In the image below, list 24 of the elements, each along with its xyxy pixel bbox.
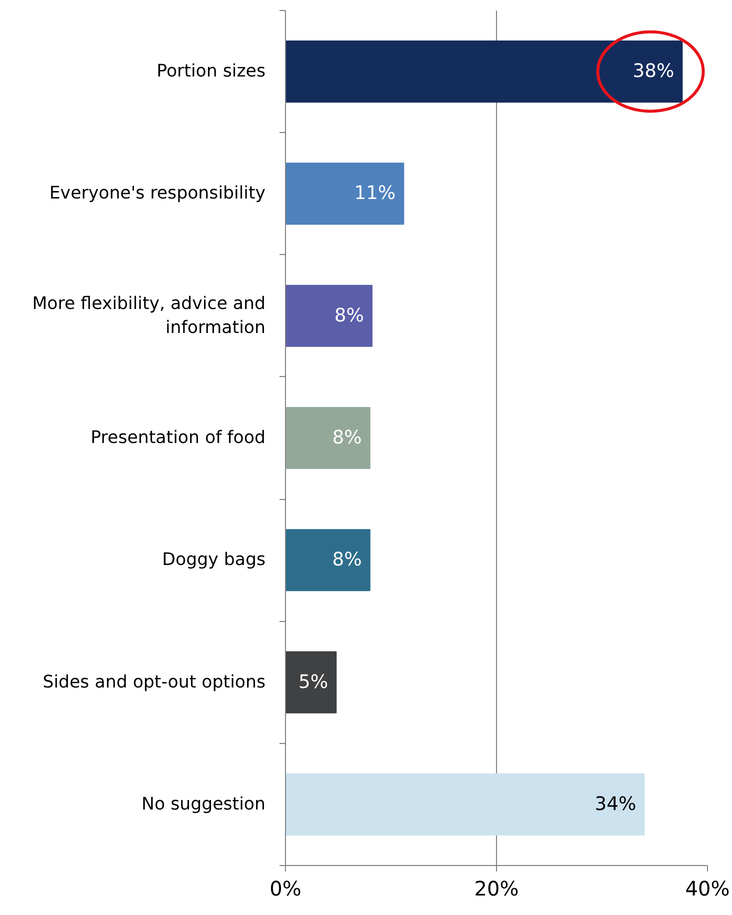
- y-tick-label: Everyone's responsibility: [49, 184, 266, 204]
- bar: [286, 529, 370, 592]
- data-label: 8%: [334, 305, 364, 326]
- data-label: 34%: [594, 794, 636, 815]
- bar: [286, 284, 373, 347]
- bar: [286, 162, 404, 225]
- y-tick-label: More flexibility, advice and information: [32, 294, 266, 338]
- bar: [286, 406, 370, 470]
- x-tick-label: 20%: [474, 876, 519, 900]
- data-label: 11%: [354, 183, 396, 204]
- data-label: 8%: [332, 550, 362, 571]
- bar: [286, 40, 683, 103]
- data-label: 5%: [298, 672, 328, 693]
- x-tick-label: 0%: [270, 876, 302, 900]
- data-label: 8%: [332, 428, 362, 448]
- data-label: 38%: [632, 61, 674, 82]
- y-tick-label: Sides and opt-out options: [42, 672, 266, 692]
- y-tick-label: No suggestion: [142, 794, 266, 814]
- y-tick-label: Portion sizes: [156, 62, 266, 82]
- y-tick-label: Presentation of food: [90, 428, 266, 448]
- bar: [286, 651, 337, 714]
- bar: [286, 773, 645, 836]
- x-tick-label: 40%: [685, 876, 730, 900]
- y-tick-label: Doggy bags: [162, 550, 266, 570]
